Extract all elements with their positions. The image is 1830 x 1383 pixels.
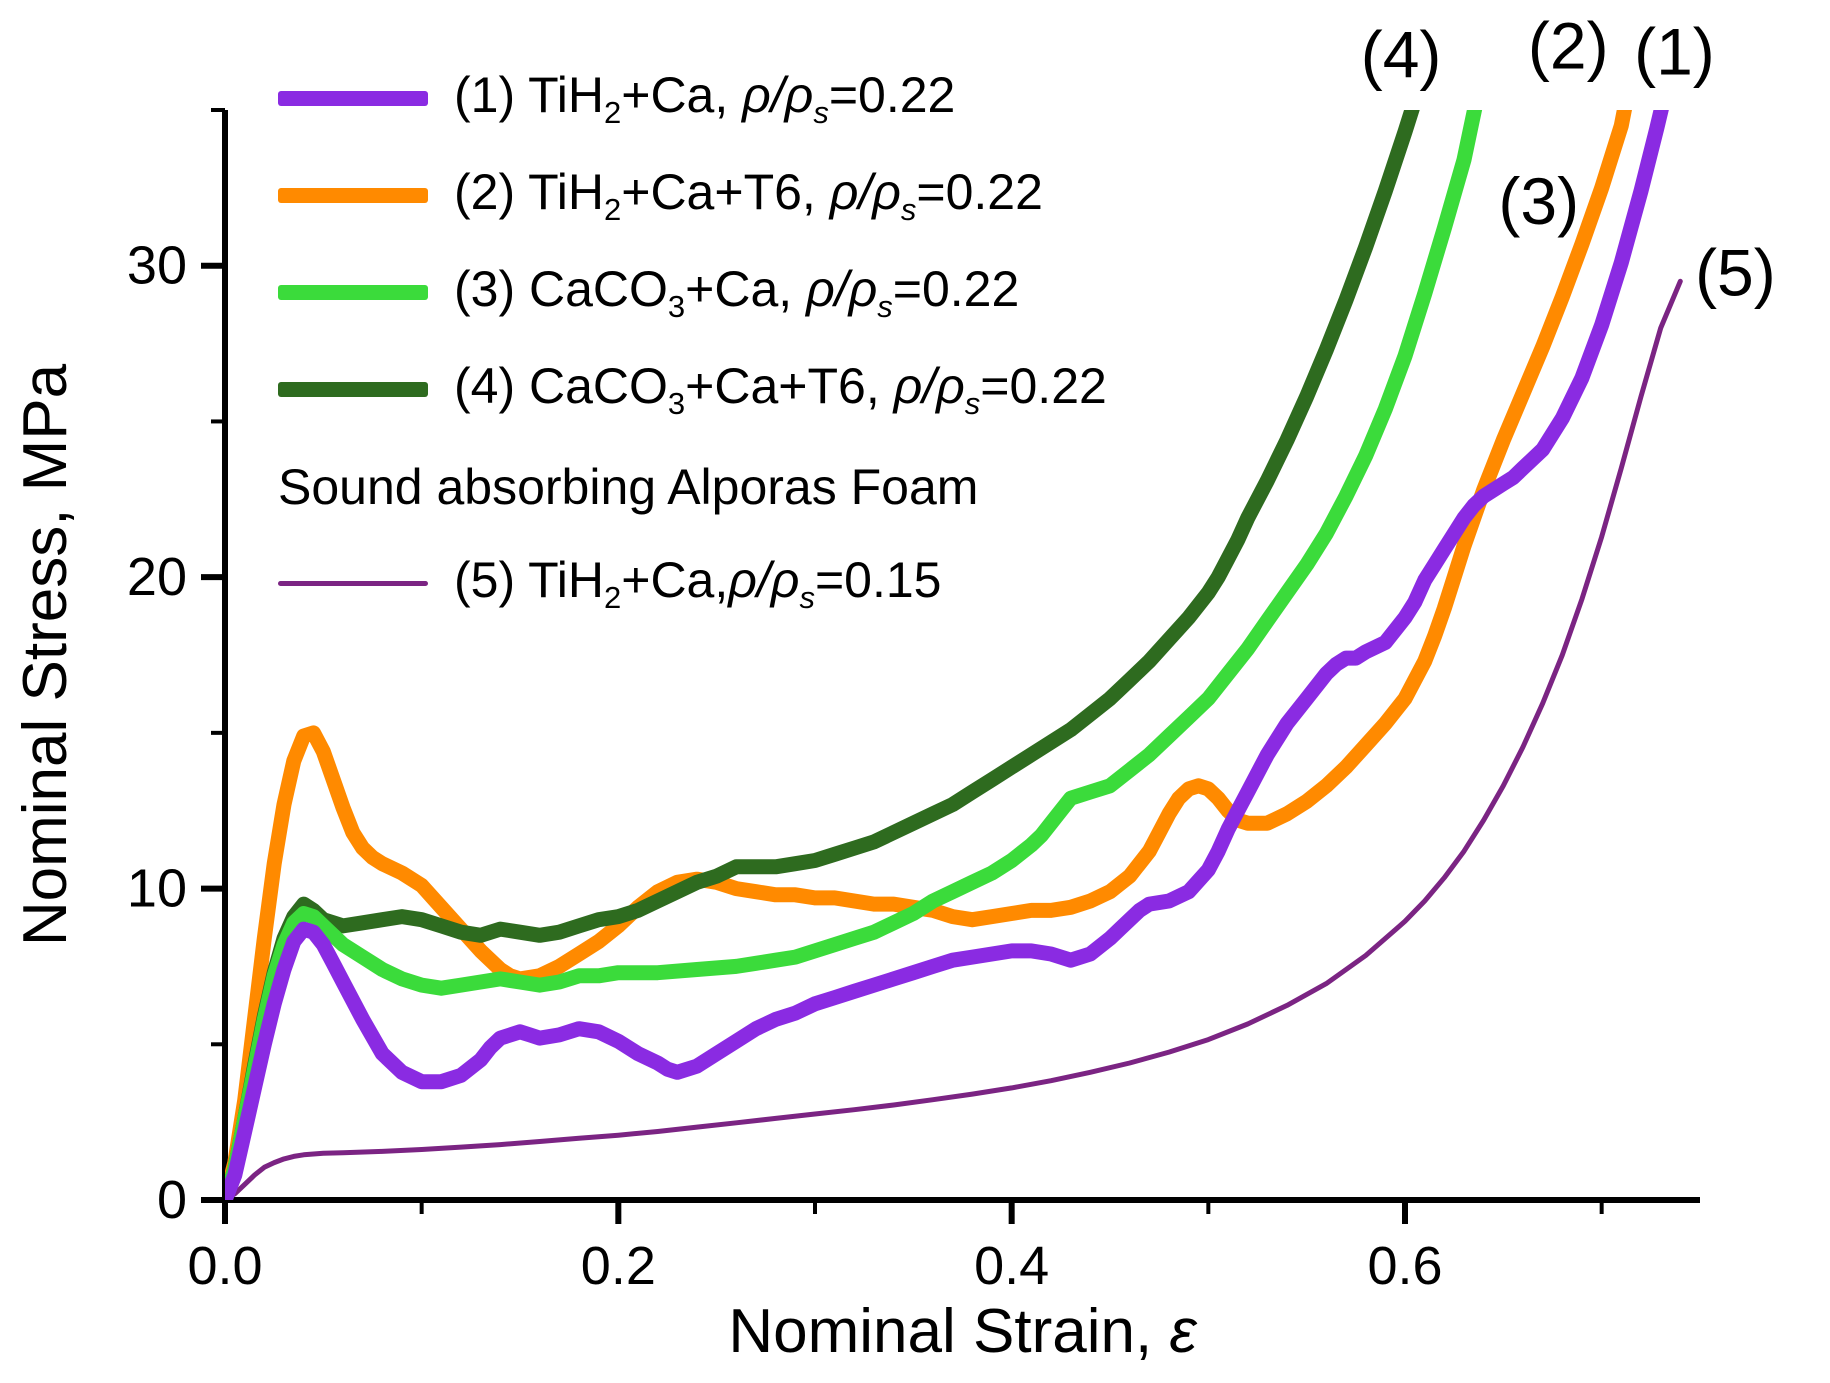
y-tick-label: 0	[157, 1170, 187, 1230]
x-tick-label: 0.2	[581, 1236, 656, 1296]
y-axis-label: Nominal Stress, MPa	[11, 363, 80, 946]
legend-swatch	[278, 581, 428, 586]
legend-swatch	[278, 188, 428, 203]
legend-item-1: (1) TiH2+Ca, ρ/ρs=0.22	[278, 50, 1107, 147]
legend-swatch	[278, 382, 428, 397]
x-axis-label: Nominal Strain, ε	[728, 1297, 1197, 1366]
series-line-5	[225, 278, 1683, 1200]
legend-swatch	[278, 91, 428, 106]
legend-item-4: (4) CaCO3+Ca+T6, ρ/ρs=0.22	[278, 341, 1107, 438]
curve-label-2: (2)	[1528, 8, 1609, 82]
legend-label: (1) TiH2+Ca, ρ/ρs=0.22	[454, 66, 956, 130]
legend-item-6: (5) TiH2+Ca,ρ/ρs=0.15	[278, 535, 1107, 632]
y-tick-label: 10	[127, 859, 187, 919]
legend-item-3: (3) CaCO3+Ca, ρ/ρs=0.22	[278, 244, 1107, 341]
legend-label: Sound absorbing Alporas Foam	[278, 458, 979, 515]
curve-label-3: (3)	[1498, 164, 1579, 238]
curve-label-1: (1)	[1634, 14, 1715, 88]
series-line-3	[225, 110, 1483, 1200]
legend-label: (5) TiH2+Ca,ρ/ρs=0.15	[454, 551, 942, 615]
legend-swatch	[278, 285, 428, 300]
legend-label: (4) CaCO3+Ca+T6, ρ/ρs=0.22	[454, 357, 1107, 421]
x-tick-label: 0.4	[974, 1236, 1049, 1296]
y-tick-label: 20	[127, 547, 187, 607]
y-tick-label: 30	[127, 236, 187, 296]
curve-label-5: (5)	[1695, 236, 1776, 310]
chart-legend: (1) TiH2+Ca, ρ/ρs=0.22 (2) TiH2+Ca+T6, ρ/…	[278, 50, 1107, 632]
legend-label: (2) TiH2+Ca+T6, ρ/ρs=0.22	[454, 163, 1043, 227]
series-line-1	[225, 110, 1669, 1200]
x-tick-label: 0.0	[187, 1236, 262, 1296]
legend-label: (3) CaCO3+Ca, ρ/ρs=0.22	[454, 260, 1020, 324]
series-line-4	[225, 110, 1420, 1200]
legend-item-5: Sound absorbing Alporas Foam	[278, 438, 1107, 535]
curve-label-4: (4)	[1361, 18, 1442, 92]
x-tick-label: 0.6	[1367, 1236, 1442, 1296]
legend-item-2: (2) TiH2+Ca+T6, ρ/ρs=0.22	[278, 147, 1107, 244]
